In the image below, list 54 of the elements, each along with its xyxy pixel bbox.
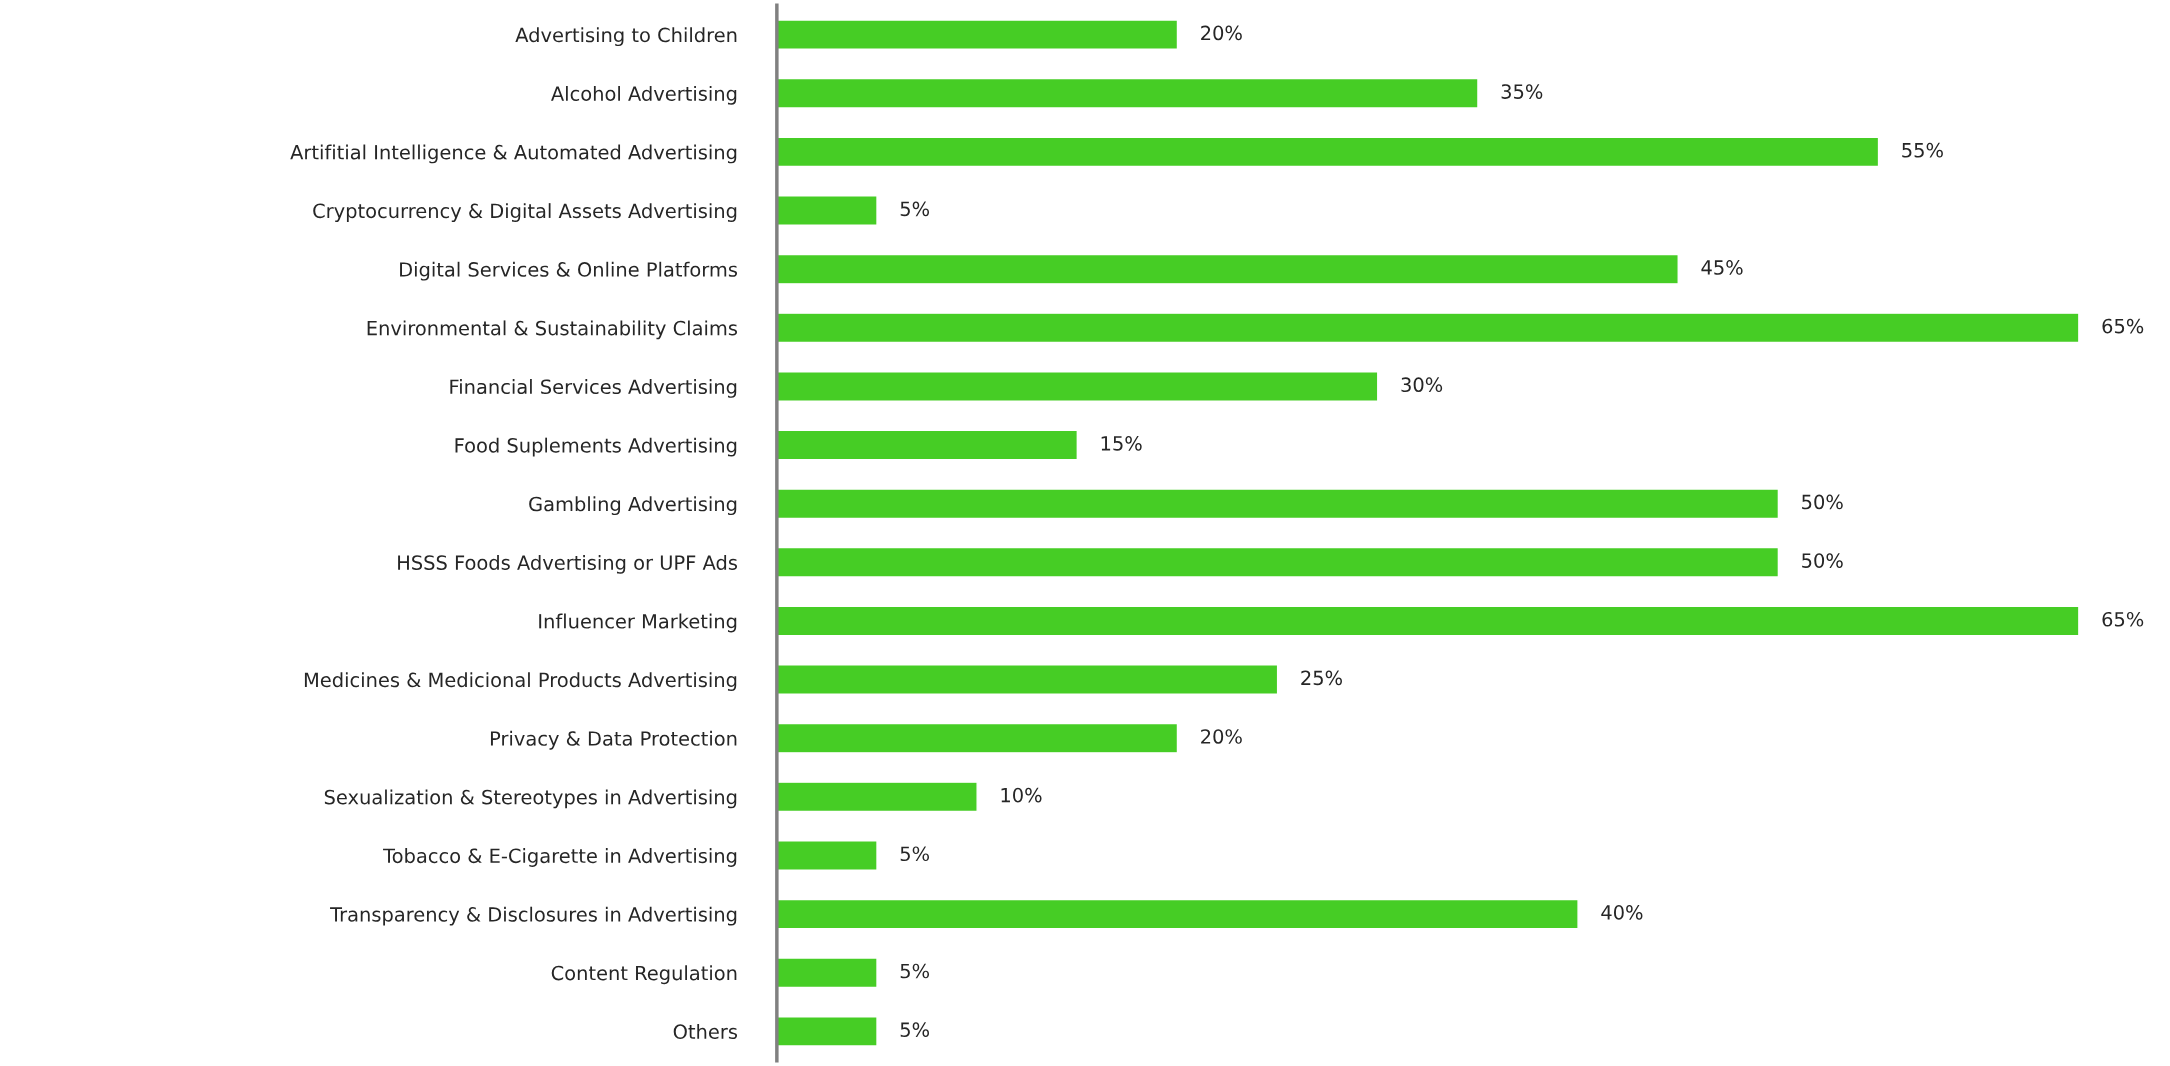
- data-label: 10%: [1001, 787, 1042, 803]
- data-label: 5%: [900, 1022, 930, 1037]
- data-label: 5%: [900, 201, 930, 217]
- bar: [776, 195, 878, 226]
- y-tick-label: Transparency & Disclosures in Advertising: [330, 906, 737, 926]
- bar: [776, 605, 2080, 637]
- y-tick-label: Artifitial Intelligence & Automated Advertising: [290, 144, 737, 164]
- bar: [776, 253, 1679, 285]
- bar: [776, 781, 978, 813]
- data-label: 5%: [900, 846, 930, 862]
- data-label: 65%: [2102, 318, 2144, 334]
- y-tick-label: Others: [673, 1023, 738, 1040]
- y-tick-label: Sexualization & Stereotypes in Advertising: [324, 789, 737, 809]
- y-tick-label: Digital Services & Online Platforms: [400, 261, 738, 281]
- bar: [776, 136, 1880, 168]
- bar: [776, 77, 1479, 109]
- y-tick-label: Medicines & Medicional Products Advertising: [304, 672, 737, 692]
- bar: [776, 898, 1579, 930]
- data-label: 35%: [1501, 84, 1543, 99]
- y-tick-label: Food Suplements Advertising: [455, 437, 737, 457]
- data-label: 20%: [1201, 25, 1242, 41]
- bar: [776, 488, 1780, 520]
- bar: [776, 312, 2080, 344]
- y-tick-label: Influencer Marketing: [539, 613, 737, 633]
- bar: [776, 840, 878, 871]
- bar: [776, 429, 1079, 461]
- data-label: 50%: [1802, 494, 1843, 510]
- y-tick-label: Gambling Advertising: [529, 496, 737, 516]
- data-label: 15%: [1101, 435, 1142, 451]
- data-label: 40%: [1601, 905, 1643, 920]
- bar: [776, 546, 1780, 578]
- y-tick-label: Content Regulation: [551, 965, 737, 985]
- bar: [776, 19, 1179, 50]
- bar: [776, 957, 878, 989]
- y-tick-label: Cryptocurrency & Digital Assets Advertising: [313, 203, 737, 222]
- data-label: 25%: [1301, 670, 1342, 686]
- y-tick-label: Financial Services Advertising: [450, 379, 737, 398]
- data-label: 45%: [1701, 260, 1743, 275]
- data-label: 50%: [1802, 553, 1843, 568]
- bar: [776, 1016, 878, 1047]
- y-tick-label: Environmental & Sustainability Claims: [367, 320, 738, 340]
- bar: [776, 371, 1379, 402]
- bar: [776, 664, 1279, 695]
- data-label: 30%: [1401, 377, 1443, 393]
- data-label: 55%: [1902, 142, 1943, 158]
- data-label: 65%: [2102, 611, 2144, 627]
- y-tick-label: Alcohol Advertising: [551, 85, 737, 105]
- y-tick-label: HSSS Foods Advertising or UPF Ads: [398, 554, 738, 574]
- data-label: 20%: [1201, 729, 1242, 744]
- y-tick-label: Advertising to Children: [515, 27, 737, 47]
- y-tick-label: Privacy & Data Protection: [490, 730, 737, 750]
- y-tick-label: Tobacco & E-Cigarette in Advertising: [383, 848, 737, 867]
- data-label: 5%: [900, 963, 930, 979]
- bar: [776, 722, 1179, 754]
